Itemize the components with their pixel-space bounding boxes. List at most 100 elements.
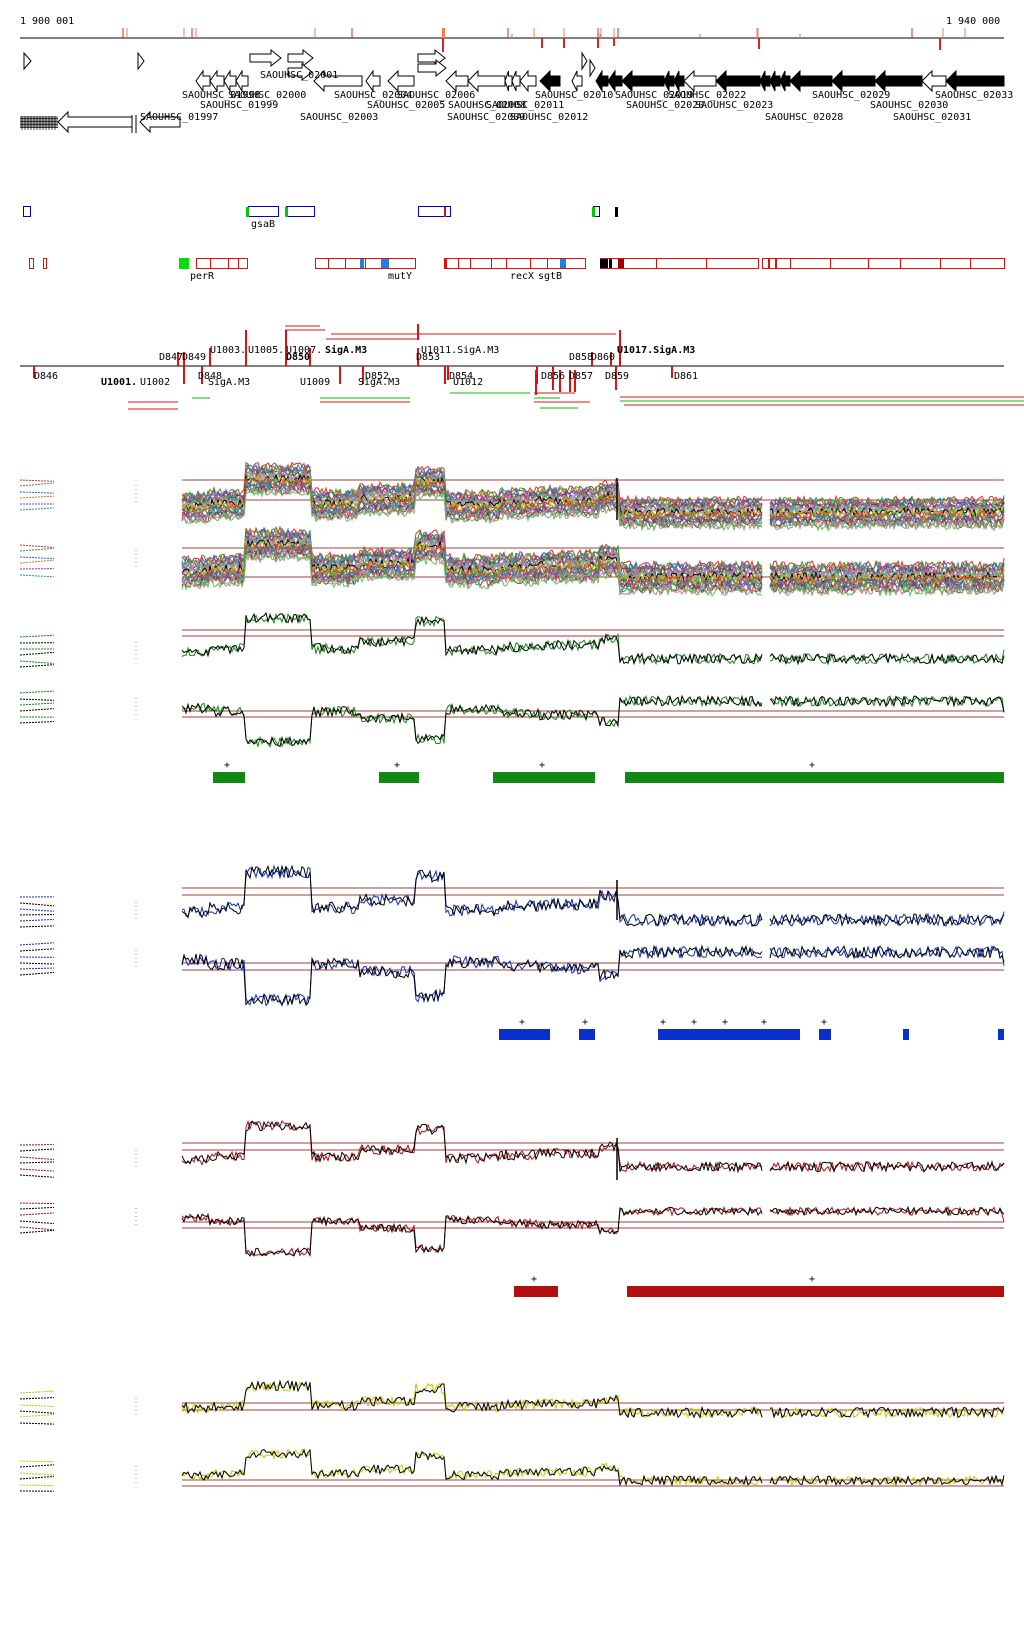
feature-marker-green: [179, 258, 189, 269]
profile-thumbnail: [19, 1144, 137, 1178]
thumbnail-line: [19, 1397, 55, 1400]
thumbnail-line: [19, 479, 55, 482]
profile-line: [181, 477, 1005, 522]
thumbnail-line: [19, 1472, 55, 1476]
gene-arrow: [511, 70, 521, 92]
feature-marker-black: [600, 259, 608, 268]
feature-box-blue: [23, 206, 31, 217]
profile-thumbnail: [19, 896, 137, 928]
gene-name-label: recX: [510, 271, 534, 282]
feature-box-blue: [418, 206, 451, 217]
thumbnail-line: [19, 495, 55, 499]
thumbnail-line: [19, 547, 55, 552]
gene-arrow: [945, 69, 1005, 93]
ruler-start-label: 1 900 001: [20, 16, 74, 27]
profile-block-green-2: [19, 690, 1005, 748]
gene-id-label: SAOUHSC_02006: [397, 90, 475, 101]
promoter-label: D854: [449, 371, 473, 382]
promoter-track: [20, 324, 1024, 410]
promoter-label: U1007.: [286, 345, 322, 356]
promoter-label: U1012: [453, 377, 483, 388]
gene-arrow: [831, 69, 876, 93]
profile-line: [181, 1379, 1005, 1419]
segment-bar: [499, 1029, 550, 1040]
ruler-ticks: [122, 28, 966, 52]
feature-marker-green: [285, 207, 288, 217]
gene-arrow: [467, 69, 506, 93]
feature-box-red: [365, 258, 416, 269]
profile-block-red-2: [19, 1202, 1005, 1258]
profile-line: [181, 864, 1005, 928]
thumbnail-line: [19, 902, 55, 907]
profile-thumbnail: [19, 544, 137, 578]
thumbnail-line: [19, 925, 55, 928]
segment-bar: [627, 1286, 1004, 1297]
gene-arrow: [759, 70, 771, 92]
gene-id-label: SAOUHSC_01997: [140, 112, 218, 123]
gene-id-label: SAOUHSC_02012: [510, 112, 588, 123]
feature-box-red: [600, 258, 759, 269]
thumbnail-line: [19, 708, 55, 712]
promoter-label: U1002: [140, 377, 170, 388]
promoter-label: U1005.: [248, 345, 284, 356]
segment-tracks: + + + ++ + + + + + ++ +: [213, 760, 1004, 1297]
thumbnail-line: [19, 491, 55, 494]
segment-bar: [903, 1029, 909, 1040]
thumbnail-line: [19, 1484, 55, 1487]
gene-arrow: [621, 69, 665, 93]
gene-arrow: [417, 58, 447, 78]
gene-id-label: SAOUHSC_02028: [765, 112, 843, 123]
feature-box-red: [29, 258, 34, 269]
thumbnail-line: [19, 1220, 55, 1225]
thumbnail-line: [19, 702, 55, 706]
gene-id-label: SAOUHSC_02000: [228, 90, 306, 101]
gene-arrow: [769, 70, 781, 92]
gene-arrow: [287, 62, 313, 82]
profile-line: [181, 551, 1005, 598]
gene-arrow: [663, 70, 675, 92]
gene-id-label: SAOUHSC_01998: [182, 90, 260, 101]
profile-block-yellow-1: [19, 1379, 1005, 1425]
gene-arrow: [195, 69, 211, 93]
thumbnail-line: [19, 918, 55, 922]
gene-id-label: SAOUHSC_02008: [448, 100, 526, 111]
feature-marker-blue: [560, 259, 566, 268]
promoter-label: D857: [569, 371, 593, 382]
feature-marker-blue: [360, 259, 364, 268]
thumbnail-line: [19, 908, 55, 912]
feature-box-red: [196, 258, 211, 269]
promoter-label: SigA.M3: [325, 344, 367, 356]
gene-name-labels: gsaB perR mutY recX sgtB: [190, 219, 562, 282]
profile-line: [181, 864, 1005, 928]
gene-arrow: [139, 110, 181, 134]
gene-arrow: [607, 69, 623, 93]
feature-box-red: [43, 258, 47, 269]
promoter-label: D847: [159, 352, 183, 363]
segment-bar: [579, 1029, 595, 1040]
profile-thumbnail: [19, 1202, 137, 1234]
thumbnail-line: [19, 664, 55, 668]
thumbnail-line: [19, 1226, 55, 1231]
gene-arrow: [445, 69, 469, 93]
profile-thumbnail: [19, 634, 137, 668]
segment-marker: +: [394, 760, 400, 771]
promoter-label: U1017.SigA.M3: [617, 344, 695, 356]
feature-box-blue: [248, 206, 279, 217]
segment-marker: +: [539, 760, 545, 771]
segment-bar: [998, 1029, 1004, 1040]
thumbnail-line: [19, 690, 55, 694]
gene-id-label: SAOUHSC_02033: [935, 90, 1013, 101]
thumbnail-line: [19, 962, 55, 965]
feature-marker-red: [444, 207, 446, 217]
promoter-label: D859: [605, 371, 629, 382]
thumbnail-line: [19, 507, 55, 511]
feature-boxes-track: [23, 206, 1005, 269]
gene-name-label: sgtB: [538, 271, 562, 282]
segment-marker: +: [519, 1017, 525, 1028]
thumbnail-line: [19, 544, 55, 548]
feature-box-red: [444, 258, 548, 269]
profile-line: [181, 612, 1005, 666]
feature-box-red: [315, 258, 366, 269]
gene-arrow: [365, 69, 381, 93]
gene-id-label: SAOUHSC_02003: [300, 112, 378, 123]
